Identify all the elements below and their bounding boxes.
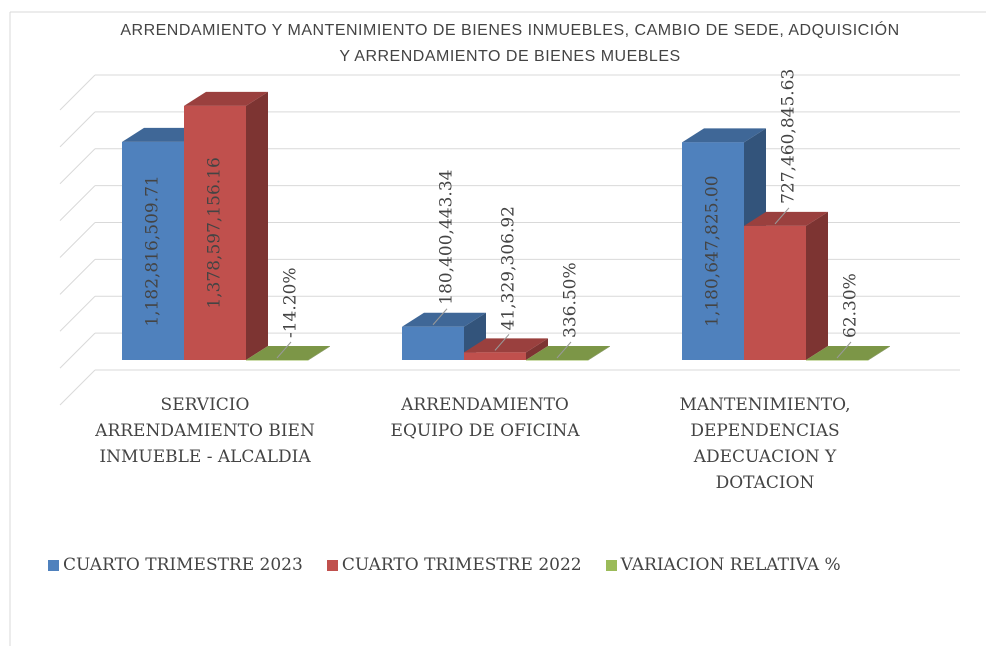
- grid-line-depth: [59, 369, 96, 406]
- leader-line: [494, 334, 510, 351]
- bar-top: [526, 345, 610, 360]
- grid-line-depth: [59, 295, 96, 332]
- bar-side: [868, 346, 890, 361]
- bar-side: [588, 345, 610, 361]
- grid-line-depth: [59, 111, 96, 148]
- data-label: 727,460,845.63: [779, 69, 799, 204]
- data-label: 62.30%: [841, 273, 861, 338]
- leader-line: [836, 341, 852, 359]
- data-label: 1,180,647,825.00: [703, 175, 723, 326]
- legend: CUARTO TRIMESTRE 2023 CUARTO TRIMESTRE 20…: [48, 552, 880, 578]
- chart-title: ARRENDAMIENTO Y MANTENIMIENTO DE BIENES …: [120, 22, 900, 65]
- grid-line-depth: [59, 259, 96, 295]
- bar-top: [682, 128, 766, 143]
- bar: [184, 105, 246, 360]
- bar-top: [464, 338, 548, 353]
- x-tick-label: MANTENIMIENTO, DEPENDENCIAS ADECUACION Y…: [679, 395, 851, 493]
- bar-top: [184, 91, 268, 106]
- data-label: 1,378,597,156.16: [205, 157, 225, 308]
- leader-line: [556, 341, 572, 359]
- bar: [122, 141, 184, 360]
- bar-side: [246, 91, 268, 360]
- grid-line-depth: [59, 332, 96, 369]
- leader-line: [774, 207, 790, 225]
- data-label: 180,400,443.34: [437, 170, 457, 305]
- legend-swatch: [48, 560, 59, 571]
- grid-line-depth: [59, 185, 96, 221]
- x-tick-label: SERVICIO ARRENDAMIENTO BIEN INMUEBLE - A…: [95, 395, 315, 467]
- legend-item: CUARTO TRIMESTRE 2022: [326, 552, 582, 578]
- bar-top: [246, 346, 330, 360]
- legend-label: CUARTO TRIMESTRE 2023: [63, 555, 303, 575]
- legend-swatch: [326, 560, 338, 571]
- bar-top: [806, 346, 890, 360]
- data-label: 336.50%: [561, 262, 581, 338]
- bar: [402, 326, 464, 360]
- grid-line-depth: [59, 148, 96, 185]
- bar-top: [402, 312, 486, 327]
- bar: [806, 360, 868, 361]
- bar: [744, 225, 806, 360]
- grid-line-depth: [59, 222, 96, 258]
- legend-item: CUARTO TRIMESTRE 2023: [48, 552, 303, 578]
- bar: [246, 360, 308, 361]
- data-label: -14.20%: [281, 267, 301, 338]
- legend-swatch: [605, 560, 617, 571]
- x-tick-label: ARRENDAMIENTO EQUIPO DE OFICINA: [390, 395, 580, 441]
- data-label: 41,329,306.92: [499, 206, 519, 330]
- bar: [464, 352, 526, 360]
- legend-label: CUARTO TRIMESTRE 2022: [341, 555, 582, 575]
- bar-side: [526, 338, 548, 360]
- legend-item: VARIACION RELATIVA %: [605, 552, 856, 578]
- grid-line-depth: [59, 74, 96, 111]
- bar: [682, 142, 744, 360]
- legend-label: VARIACION RELATIVA %: [620, 555, 841, 575]
- bar: [526, 359, 588, 361]
- leader-line: [276, 341, 292, 359]
- bar-side: [308, 346, 330, 361]
- data-label: 1,182,816,509.71: [143, 175, 163, 326]
- bar-top: [744, 211, 828, 226]
- leader-line: [432, 308, 448, 326]
- bar-side: [806, 211, 828, 360]
